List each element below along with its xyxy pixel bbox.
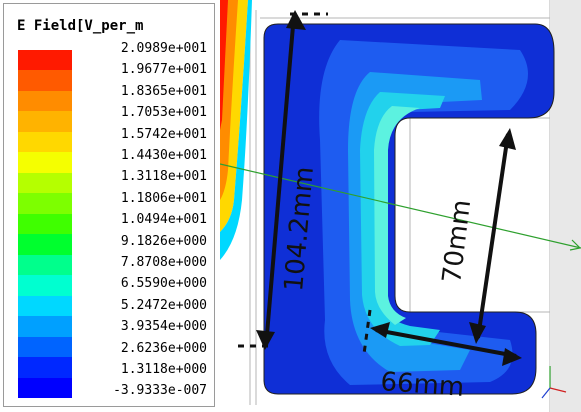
gap-dimension (469, 128, 516, 344)
legend-value: 9.1826e+000 (120, 233, 207, 249)
legend-value: 1.4430e+001 (120, 148, 207, 163)
legend-value: 1.0494e+001 (120, 212, 207, 228)
field-legend: E Field[V_per_m 2.0989e+001 1.9677e+001 1.… (3, 3, 215, 407)
legend-swatch (18, 213, 72, 235)
width-dimension (362, 309, 522, 366)
legend-swatch (18, 193, 72, 215)
legend-swatch (18, 172, 72, 194)
legend-value: 2.0989e+001 (120, 41, 207, 56)
legend-value: -3.9333e-007 (113, 383, 207, 399)
legend-swatch (18, 131, 72, 153)
legend-value: 1.9677e+001 (120, 62, 207, 78)
background-geometry (550, 0, 581, 412)
legend-swatch (18, 90, 72, 112)
legend-value: 1.3118e+001 (120, 169, 207, 185)
legend-value: 1.5742e+001 (120, 126, 207, 142)
legend-swatch (18, 152, 72, 174)
legend-value: 7.8708e+000 (120, 255, 207, 270)
legend-swatch (18, 377, 72, 399)
field-plot-viewport[interactable]: 104.2mm 70mm 66mm (220, 0, 581, 412)
height-dimension (238, 10, 328, 350)
legend-value: 1.8365e+001 (120, 83, 207, 99)
legend-value: 6.5590e+000 (120, 276, 207, 292)
legend-swatch (18, 111, 72, 133)
legend-color-scale (18, 50, 72, 399)
legend-swatch (18, 336, 72, 358)
legend-swatch (18, 234, 72, 256)
legend-value: 5.2472e+000 (120, 297, 207, 313)
legend-value: 1.1806e+001 (120, 190, 207, 206)
legend-swatch (18, 254, 72, 276)
legend-value: 3.9354e+000 (120, 319, 207, 335)
legend-title: E Field[V_per_m (17, 18, 144, 34)
legend-value: 2.6236e+000 (120, 340, 207, 356)
legend-swatch (18, 50, 72, 71)
legend-swatch (18, 357, 72, 379)
legend-value: 1.3118e+000 (120, 362, 207, 377)
axis-arrow-icon (569, 239, 581, 251)
legend-swatch (18, 70, 72, 92)
coordinate-triad-icon (541, 366, 567, 399)
c-shaped-conductor (263, 23, 555, 395)
legend-value: 1.7053e+001 (120, 105, 207, 121)
width-dimension-label: 66mm (380, 367, 466, 403)
gap-dimension-label: 70mm (437, 198, 477, 285)
legend-swatch (18, 316, 72, 338)
legend-swatch (18, 275, 72, 297)
field-gradient-left-edge (220, 0, 252, 260)
legend-swatch (18, 295, 72, 317)
